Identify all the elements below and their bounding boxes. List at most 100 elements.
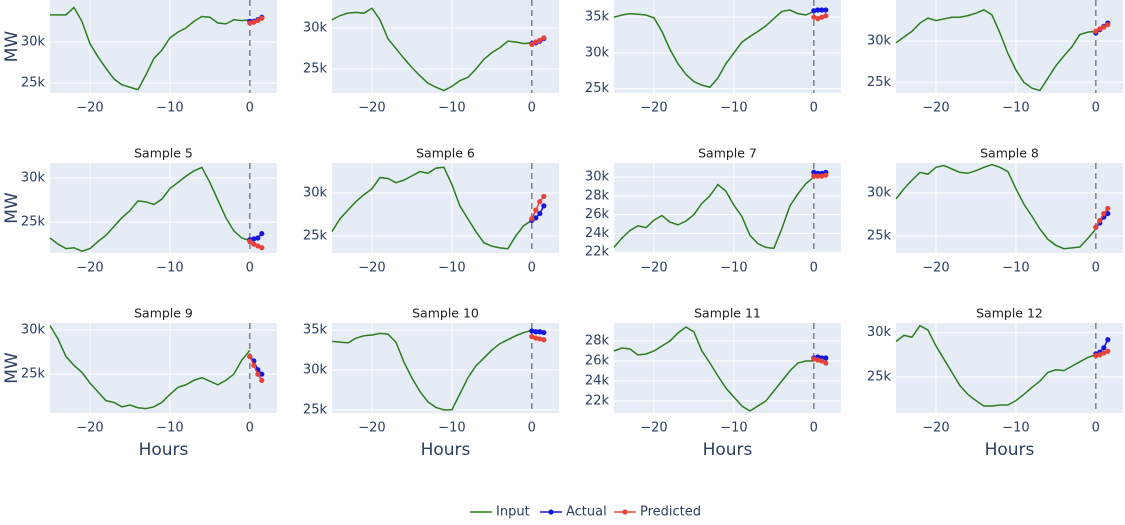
x-tick-label: −10 <box>1002 101 1029 116</box>
series-line <box>613 9 815 89</box>
point <box>533 39 539 45</box>
point <box>533 207 539 213</box>
subplot-title: Sample 5 <box>134 146 193 161</box>
point <box>1101 350 1107 356</box>
point <box>815 173 821 179</box>
series-line <box>249 356 263 381</box>
x-axis-title: Hours <box>703 440 753 460</box>
subplot-title: Sample 12 <box>976 306 1043 321</box>
y-tick-label: 30k <box>585 170 610 185</box>
x-tick-label: 0 <box>246 421 254 436</box>
y-tick-label: 30k <box>303 362 328 377</box>
point <box>529 328 535 334</box>
point <box>819 14 825 20</box>
x-tick-label: 0 <box>528 421 536 436</box>
y-tick-label: 25k <box>867 75 892 90</box>
point <box>541 35 547 41</box>
plot-background <box>896 163 1123 253</box>
point <box>1101 24 1107 30</box>
y-tick-label: 25k <box>867 228 892 243</box>
legend-marker <box>622 509 628 515</box>
point <box>247 20 253 26</box>
y-tick-label: 25k <box>21 367 46 382</box>
point <box>1097 352 1103 358</box>
x-tick-label: −10 <box>1002 421 1029 436</box>
x-tick-label: −10 <box>156 101 183 116</box>
x-tick-label: −20 <box>76 421 103 436</box>
subplot-title: Sample 6 <box>416 146 475 161</box>
point <box>823 355 829 361</box>
point <box>537 37 543 43</box>
point <box>823 13 829 19</box>
plot-background <box>614 323 841 413</box>
plot-background <box>614 163 841 253</box>
x-tick-label: −20 <box>358 421 385 436</box>
x-tick-label: −20 <box>922 101 949 116</box>
subplot-title: Sample 10 <box>412 306 479 321</box>
x-tick-label: −20 <box>640 421 667 436</box>
y-axis-title: MW <box>2 31 22 63</box>
point <box>815 7 821 13</box>
x-tick-label: 0 <box>1092 261 1100 276</box>
y-tick-label: 22k <box>585 394 610 409</box>
point <box>529 41 535 48</box>
point <box>259 371 265 377</box>
series-line <box>1095 207 1109 228</box>
x-axis-title: Hours <box>421 440 471 460</box>
y-tick-label: 30k <box>867 34 892 49</box>
point <box>541 203 547 209</box>
x-tick-label: −10 <box>156 421 183 436</box>
point <box>1101 210 1107 217</box>
point <box>823 172 829 178</box>
y-tick-label: 25k <box>21 76 46 91</box>
y-tick-label: 35k <box>585 10 610 25</box>
point <box>533 335 539 341</box>
point <box>255 17 261 24</box>
x-tick-label: 0 <box>1092 421 1100 436</box>
legend-label: Actual <box>566 505 607 520</box>
y-tick-label: 22k <box>585 245 610 260</box>
point <box>1105 348 1111 354</box>
x-tick-label: −20 <box>922 261 949 276</box>
point <box>537 336 543 342</box>
point <box>811 356 817 362</box>
plot-background <box>50 323 277 413</box>
series-line <box>50 6 250 91</box>
point <box>259 245 265 251</box>
point <box>811 14 817 20</box>
series-line <box>331 166 533 250</box>
y-axis-title: MW <box>2 352 22 384</box>
point <box>541 329 547 336</box>
plot-background <box>332 163 559 253</box>
y-tick-label: 26k <box>585 207 610 222</box>
x-tick-label: −10 <box>1002 261 1029 276</box>
x-tick-label: 0 <box>528 261 536 276</box>
series-line <box>331 7 532 92</box>
x-tick-label: 0 <box>246 261 254 276</box>
x-tick-label: 0 <box>810 101 818 116</box>
point <box>255 235 261 241</box>
point <box>533 215 539 221</box>
point <box>815 16 821 22</box>
point <box>251 241 257 247</box>
point <box>541 193 547 200</box>
x-tick-label: 0 <box>1092 101 1100 116</box>
y-tick-label: 24k <box>585 226 610 241</box>
y-tick-label: 25k <box>585 81 610 96</box>
point <box>537 198 543 205</box>
y-tick-label: 30k <box>867 186 892 201</box>
point <box>529 333 535 340</box>
plot-background <box>614 0 841 93</box>
series-line <box>895 324 1097 407</box>
x-tick-label: −10 <box>438 421 465 436</box>
point <box>1097 26 1103 32</box>
point <box>1093 353 1099 359</box>
x-tick-label: −10 <box>720 101 747 116</box>
series-line <box>895 9 1096 92</box>
point <box>823 360 829 366</box>
point <box>247 353 253 360</box>
subplot-title: Sample 11 <box>694 306 761 321</box>
x-tick-label: −20 <box>640 101 667 116</box>
point <box>819 358 825 364</box>
